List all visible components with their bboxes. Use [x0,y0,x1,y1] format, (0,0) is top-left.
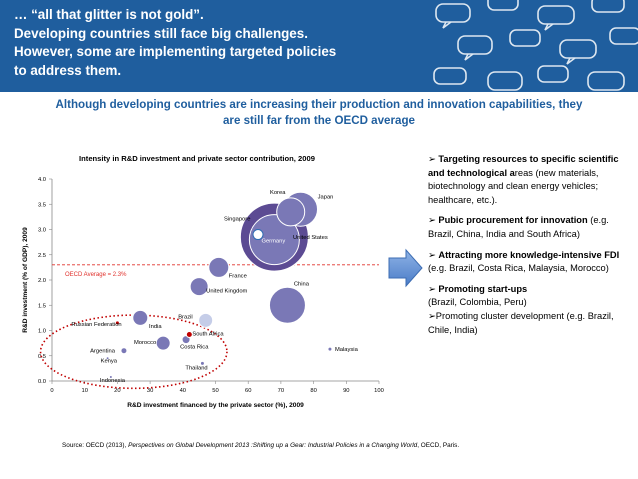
bullet-item: ➢ Pubic procurement for innovation (e.g.… [428,214,633,241]
check-arrow-icon: ➢ [428,215,438,225]
check-arrow-icon: ➢ [428,250,438,260]
header-line: However, some are implementing targeted … [14,43,434,62]
header-line: Developing countries still face big chal… [14,25,434,44]
source-suffix: , OECD, Paris. [417,442,459,449]
label-argentina: Argentina [90,349,116,355]
bubble-malaysia [328,347,332,351]
bubble-argentina [121,348,127,354]
label-france: France [229,273,247,279]
chart-svg: Intensity in R&D investment and private … [16,150,399,415]
label-south-africa: South Africa [192,332,224,338]
x-tick-label: 90 [343,388,349,394]
subtitle-line: Although developing countries are increa… [0,97,638,113]
label-india: India [149,324,162,330]
x-tick-label: 80 [310,388,316,394]
policy-bullets: ➢ Targeting resources to specific scient… [428,153,633,344]
label-germany: Germany [261,239,285,245]
y-tick-label: 1.5 [38,303,46,309]
y-tick-label: 3.0 [38,228,46,234]
bubble-france [209,257,229,277]
bubble-korea [277,198,305,226]
bullet-text: Promoting cluster development (e.g. Braz… [428,311,614,335]
source-prefix: Source: OECD (2013), [62,442,128,449]
y-tick-label: 0.0 [38,379,46,385]
label-russian-federation: Russian Federation [71,322,121,328]
x-axis-label: R&D investment financed by the private s… [127,402,304,409]
bullet-item: ➢ Targeting resources to specific scient… [428,153,633,207]
bubble-brazil [199,313,213,327]
label-united-kingdom: United Kingdom [206,289,247,295]
y-tick-label: 2.0 [38,278,46,284]
rd-bubble-chart: Intensity in R&D investment and private … [16,150,399,415]
x-tick-label: 30 [147,388,153,394]
x-tick-label: 0 [50,388,53,394]
bullet-text: (Brazil, Colombia, Peru) [428,297,527,307]
y-tick-label: 2.5 [38,253,46,259]
bullet-text: (e.g. Brazil, Costa Rica, Malaysia, Moro… [428,263,609,273]
y-tick-label: 4.0 [38,177,46,183]
source-title: Perspectives on Global Development 2013 … [128,442,417,449]
label-brazil: Brazil [178,314,193,320]
x-tick-label: 70 [278,388,284,394]
x-tick-label: 100 [374,388,384,394]
speech-bubbles-decoration [428,0,638,92]
y-axis-label: R&D investment (% of GDP), 2009 [22,227,29,333]
check-arrow-icon: ➢ [428,284,438,294]
source-note: Source: OECD (2013), Perspectives on Glo… [62,442,459,449]
developing-countries-highlight [41,315,227,388]
bullet-item: ➢Promoting cluster development (e.g. Bra… [428,310,633,337]
header-line: … “all that glitter is not gold”. [14,6,434,25]
label-singapore: Singapore [224,217,250,223]
y-tick-label: 3.5 [38,202,46,208]
slide-subtitle: Although developing countries are increa… [0,97,638,128]
y-tick-label: 1.0 [38,329,46,335]
oecd-average-label: OECD Average = 2.3% [65,272,127,278]
bullet-bold: Promoting start-ups [438,284,527,294]
right-arrow-icon [388,248,424,288]
bullet-bold: Pubic procurement for innovation [438,215,587,225]
label-kenya: Kenya [101,358,118,364]
label-indonesia: Indonesia [100,378,126,384]
bubble-china [269,287,305,323]
x-tick-label: 40 [180,388,186,394]
label-korea: Korea [270,190,286,196]
x-tick-label: 20 [114,388,120,394]
bubble-india [133,310,148,325]
label-costa-rica: Costa Rica [180,345,209,351]
bullet-item: ➢ Attracting more knowledge-intensive FD… [428,249,633,276]
x-tick-label: 60 [245,388,251,394]
check-arrow-icon: ➢ [428,154,438,164]
header-banner: … “all that glitter is not gold”. Develo… [0,0,638,92]
label-japan: Japan [318,194,334,200]
label-united-states: United States [293,235,328,241]
label-morocco: Morocco [134,340,156,346]
subtitle-line: are still far from the OECD average [0,113,638,129]
header-text: … “all that glitter is not gold”. Develo… [14,6,434,80]
header-line: to address them. [14,62,434,81]
x-tick-label: 50 [212,388,218,394]
check-arrow-icon: ➢ [428,311,436,321]
label-thailand: Thailand [185,365,207,371]
label-malaysia: Malaysia [335,347,359,353]
bullet-item: ➢ Promoting start-ups (Brazil, Colombia, … [428,283,633,310]
bubble-morocco [156,336,170,350]
label-china: China [294,281,310,287]
chart-title: Intensity in R&D investment and private … [79,154,315,163]
x-tick-label: 10 [81,388,87,394]
bullet-bold: Attracting more knowledge-intensive FDI [438,250,619,260]
